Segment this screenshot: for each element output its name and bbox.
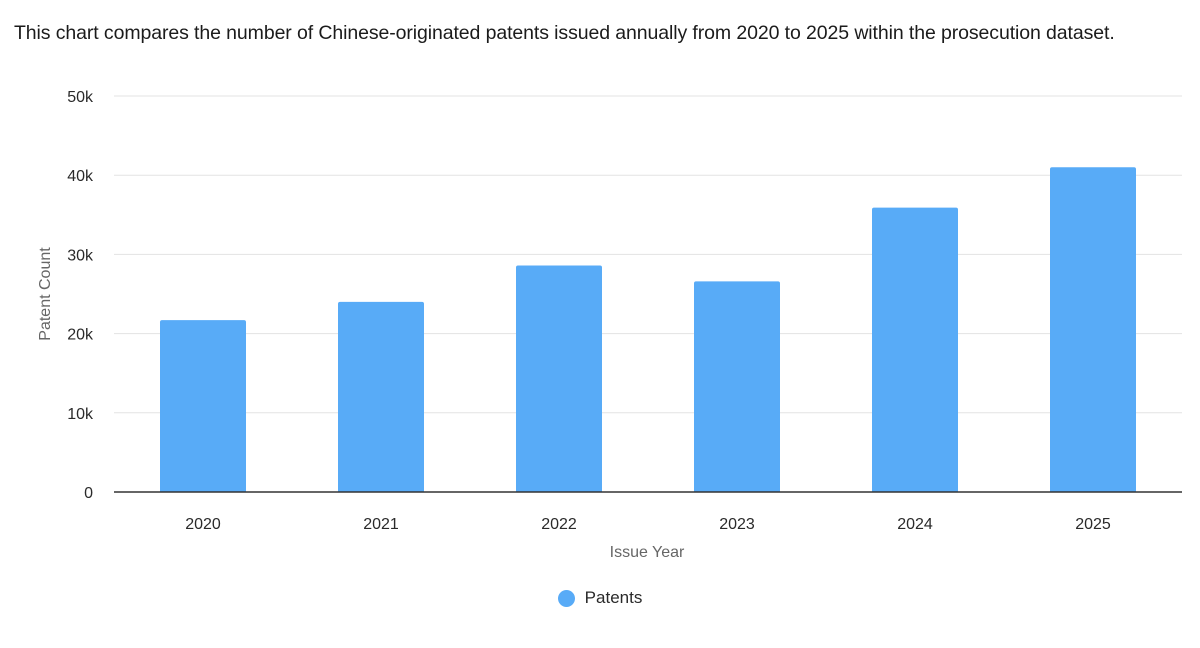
y-axis-title: Patent Count	[37, 247, 54, 341]
chart-subtitle: This chart compares the number of Chines…	[14, 22, 1115, 44]
y-tick-label: 50k	[67, 89, 94, 106]
y-axis-ticks: 0 10k 20k 30k 40k 50k	[67, 89, 94, 502]
x-tick-label: 2021	[363, 516, 399, 533]
x-tick-label: 2025	[1075, 516, 1111, 533]
legend: Patents	[0, 588, 1200, 608]
bar-2024	[872, 207, 958, 492]
legend-swatch-patents	[557, 589, 575, 607]
gridlines	[114, 95, 1182, 414]
bar-2025	[1050, 167, 1136, 492]
bar-2021	[338, 301, 424, 492]
y-tick-label: 20k	[67, 327, 94, 344]
x-tick-label: 2022	[541, 516, 577, 533]
bars	[160, 167, 1136, 492]
x-axis-title: Issue Year	[610, 544, 685, 561]
bar-2022	[516, 265, 602, 492]
y-tick-label: 0	[84, 485, 93, 502]
x-tick-label: 2023	[719, 516, 755, 533]
y-tick-label: 40k	[67, 168, 94, 185]
x-axis-ticks: 2020 2021 2022 2023 2024 2025	[185, 516, 1111, 533]
bar-2023	[694, 281, 780, 492]
x-tick-label: 2020	[185, 516, 221, 533]
bar-2020	[160, 320, 246, 492]
x-tick-label: 2024	[897, 516, 933, 533]
legend-label-patents: Patents	[584, 588, 643, 607]
y-tick-label: 30k	[67, 247, 94, 264]
y-tick-label: 10k	[67, 406, 94, 423]
